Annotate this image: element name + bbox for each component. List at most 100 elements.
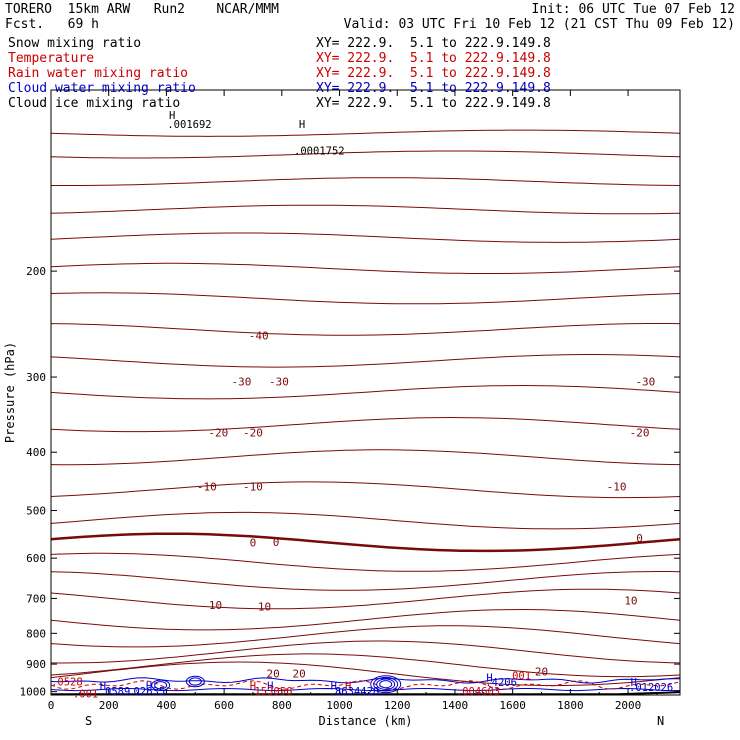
freezing-isotherm-line xyxy=(50,532,681,553)
axes-layer: 0 200 400 600 800 1000 1200 1400 1600 1800 2000200… xyxy=(3,89,681,728)
temperature-contour-label: -10 xyxy=(607,480,627,493)
field-value-label: H xyxy=(146,680,152,692)
y-tick-label: 600 xyxy=(26,552,46,565)
temperature-contour-label: -20 xyxy=(630,427,650,440)
field-value-label: H xyxy=(267,680,273,692)
forecast-hour: Fcst. 69 h xyxy=(5,17,99,32)
field-value-label: .001 xyxy=(73,689,98,701)
legend-label-temperature: Temperature xyxy=(8,51,95,66)
temperature-contour-label: -30 xyxy=(269,375,289,388)
legend-label-rain: Rain water mixing ratio xyxy=(8,66,189,81)
legend-label-snow: Snow mixing ratio xyxy=(8,36,142,51)
temperature-contour-label: -20 xyxy=(243,427,263,440)
field-value-label: .02635 xyxy=(127,686,165,698)
cloud-water-cell xyxy=(376,678,396,690)
field-value-label: .001692 xyxy=(167,119,211,131)
cloud-water-cell xyxy=(373,676,399,692)
y-tick-label: 500 xyxy=(26,505,46,518)
y-axis-title: Pressure (hPa) xyxy=(3,342,17,443)
field-value-label: .001 xyxy=(506,670,531,682)
isotherm-line xyxy=(50,129,681,137)
field-value-label: .0001752 xyxy=(294,145,345,157)
isotherm-line xyxy=(50,416,681,433)
temperature-contour-label: 10 xyxy=(209,599,222,612)
x-tick-label: 400 xyxy=(156,699,176,712)
x-tick-label: 1000 xyxy=(326,699,353,712)
field-value-label: H xyxy=(100,680,106,692)
isotherm-line xyxy=(51,177,681,186)
isotherm-line xyxy=(50,608,681,631)
isotherm-line xyxy=(50,661,681,687)
isotherm-line xyxy=(50,625,681,648)
field-value-label: H xyxy=(169,110,175,122)
isotherm-line xyxy=(50,552,681,572)
temperature-contour-label: -30 xyxy=(635,375,655,388)
temperature-contour-label: 20 xyxy=(267,668,280,681)
temperature-contour-label: -10 xyxy=(243,480,263,493)
temperature-contour-label: 20 xyxy=(535,665,548,678)
field-value-label: H xyxy=(486,673,492,685)
cloud-water-cell xyxy=(154,681,168,690)
y-tick-label: 400 xyxy=(26,446,46,459)
x-tick-label: 200 xyxy=(99,699,119,712)
cloud-water-cell xyxy=(151,679,171,691)
x-tick-label: 2000 xyxy=(615,699,642,712)
label-layer: -40 -30 -30 -30 -20 -20 -20 -10 -10 -10 0 0 0 10 10 10 2… xyxy=(51,110,673,701)
isotherm-line xyxy=(50,354,681,368)
field-value-label: .153056 xyxy=(248,686,292,698)
temperature-contour-label: 0 xyxy=(636,532,643,545)
isotherm-line xyxy=(50,588,681,610)
x-tick-label: 800 xyxy=(272,699,292,712)
x-tick-label: 1600 xyxy=(499,699,526,712)
temperature-contour-label: -30 xyxy=(231,375,251,388)
isotherm-line xyxy=(50,511,681,530)
contour-layer xyxy=(50,129,681,696)
surface-line xyxy=(51,691,681,696)
x-tick-label: 600 xyxy=(214,699,234,712)
legend-label-cloud-ice: Cloud ice mixing ratio xyxy=(8,96,181,111)
y-tick-label: 800 xyxy=(26,627,46,640)
temperature-contour-label: -40 xyxy=(249,330,269,343)
south-label: S xyxy=(85,714,92,728)
temperature-contour-label: 0 xyxy=(250,536,257,549)
init-time: Init: 06 UTC Tue 07 Feb 12 xyxy=(531,2,736,17)
isotherm-line xyxy=(50,449,681,466)
cloud-water-cell xyxy=(370,675,402,694)
isotherm-line xyxy=(50,232,681,243)
cloud-water-cell xyxy=(379,680,393,689)
field-value-label: H xyxy=(345,680,351,692)
isotherm-line xyxy=(50,653,681,678)
temperature-contour-label: 20 xyxy=(293,668,306,681)
field-value-label: .004603 xyxy=(456,686,500,698)
field-value-label: .4206 xyxy=(485,677,517,689)
isotherm-line xyxy=(50,571,681,591)
temperature-contour-label: 0 xyxy=(273,536,280,549)
plot-frame xyxy=(50,89,681,696)
x-axis-title: Distance (km) xyxy=(319,714,413,728)
isotherm-line xyxy=(50,481,681,499)
x-tick-label: 1400 xyxy=(442,699,469,712)
valid-time: Valid: 03 UTC Fri 10 Feb 12 (21 CST Thu … xyxy=(343,17,735,32)
field-value-label: H xyxy=(631,677,637,689)
field-value-label: H xyxy=(299,119,305,131)
legend-xy-rain: XY= 222.9. 5.1 to 222.9.149.8 xyxy=(316,66,551,81)
isotherm-line xyxy=(50,292,681,305)
y-tick-label: 700 xyxy=(26,592,46,605)
cloud-water-cell xyxy=(188,677,202,686)
cloud-water-cell xyxy=(185,675,205,688)
field-value-label: .012026 xyxy=(629,682,673,694)
legend-xy-cloud-water: XY= 222.9. 5.1 to 222.9.149.8 xyxy=(316,81,551,96)
legend-xy-cloud-ice: XY= 222.9. 5.1 to 222.9.149.8 xyxy=(316,96,551,111)
x-tick-label: 1200 xyxy=(384,699,411,712)
field-value-label: H xyxy=(331,680,337,692)
isotherm-line xyxy=(50,640,681,664)
north-label: N xyxy=(657,714,664,728)
x-tick-label: 0 xyxy=(48,699,55,712)
y-tick-label: 1000 xyxy=(20,686,47,699)
isotherm-line xyxy=(50,323,681,336)
field-value-label: .0589 xyxy=(99,686,131,698)
isotherm-line xyxy=(50,204,681,215)
isotherm-line xyxy=(50,262,681,274)
cloud-water-contour xyxy=(50,677,681,684)
